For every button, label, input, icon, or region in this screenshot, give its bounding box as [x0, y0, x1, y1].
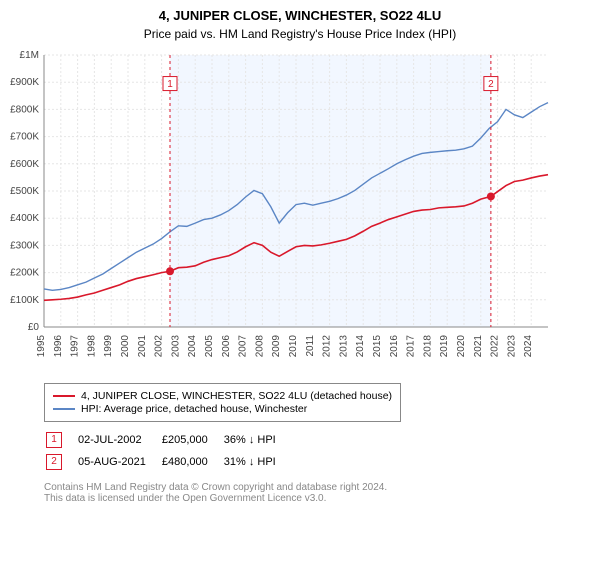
chart-container: £0 £100K £200K £300K £400K £500K £600K £700K £80…: [0, 47, 600, 377]
sale-date: 02-JUL-2002: [78, 430, 160, 450]
title-address: 4, JUNIPER CLOSE, WINCHESTER, SO22 4LU: [0, 8, 600, 23]
x-tick-label: 2022: [490, 335, 501, 358]
sale-date: 05-AUG-2021: [78, 452, 160, 472]
x-tick-label: 1997: [70, 335, 81, 358]
title-subtitle: Price paid vs. HM Land Registry's House …: [0, 27, 600, 41]
sale-num-cell: 1: [46, 430, 76, 450]
y-tick-label: £600K: [10, 159, 39, 170]
y-tick-label: £800K: [10, 104, 39, 115]
y-tick-label: £300K: [10, 240, 39, 251]
x-tick-label: 2009: [271, 335, 282, 358]
legend-swatch: [53, 408, 75, 410]
y-tick-label: £200K: [10, 268, 39, 279]
legend-label: HPI: Average price, detached house, Winc…: [81, 403, 307, 415]
x-tick-label: 2007: [238, 335, 249, 358]
x-tick-label: 2014: [355, 335, 366, 358]
x-tick-label: 2018: [422, 335, 433, 358]
x-tick-label: 2013: [338, 335, 349, 358]
y-tick-label: £0: [28, 322, 40, 333]
legend: 4, JUNIPER CLOSE, WINCHESTER, SO22 4LU (…: [44, 383, 401, 422]
x-tick-label: 2023: [506, 335, 517, 358]
sale-marker-num: 1: [167, 79, 173, 90]
x-tick-label: 2021: [473, 335, 484, 358]
sale-num-box: 2: [46, 454, 62, 470]
x-tick-label: 2008: [254, 335, 265, 358]
y-tick-label: £900K: [10, 77, 39, 88]
sale-pct: 31% ↓ HPI: [224, 452, 290, 472]
table-row: 2 05-AUG-2021£480,00031% ↓ HPI: [46, 452, 290, 472]
x-tick-label: 2010: [288, 335, 299, 358]
legend-swatch: [53, 395, 75, 397]
x-tick-label: 1998: [86, 335, 97, 358]
sale-num-cell: 2: [46, 452, 76, 472]
plot-band: [170, 55, 491, 327]
y-tick-label: £700K: [10, 132, 39, 143]
footer-attribution: Contains HM Land Registry data © Crown c…: [44, 482, 600, 504]
x-tick-label: 2012: [322, 335, 333, 358]
y-tick-label: £400K: [10, 213, 39, 224]
x-tick-label: 1999: [103, 335, 114, 358]
sale-price: £480,000: [162, 452, 222, 472]
sale-num-box: 1: [46, 432, 62, 448]
footer-line2: This data is licensed under the Open Gov…: [44, 493, 600, 504]
x-tick-label: 2019: [439, 335, 450, 358]
price-chart: £0 £100K £200K £300K £400K £500K £600K £700K £80…: [0, 47, 560, 377]
legend-row: 4, JUNIPER CLOSE, WINCHESTER, SO22 4LU (…: [53, 390, 392, 402]
sale-marker-dot: [166, 267, 174, 275]
footer-line1: Contains HM Land Registry data © Crown c…: [44, 482, 600, 493]
x-tick-label: 2004: [187, 335, 198, 358]
legend-label: 4, JUNIPER CLOSE, WINCHESTER, SO22 4LU (…: [81, 390, 392, 402]
sales-table: 1 02-JUL-2002£205,00036% ↓ HPI 2 05-AUG-202…: [44, 428, 292, 474]
sale-pct: 36% ↓ HPI: [224, 430, 290, 450]
x-tick-label: 1996: [53, 335, 64, 358]
x-tick-label: 2024: [523, 335, 534, 358]
x-tick-label: 2011: [305, 335, 316, 357]
x-tick-label: 2003: [170, 335, 181, 358]
x-tick-label: 2017: [406, 335, 417, 358]
sale-marker-dot: [487, 192, 495, 200]
x-tick-label: 2000: [120, 335, 131, 358]
x-tick-label: 2006: [221, 335, 232, 358]
x-tick-label: 1995: [36, 335, 47, 358]
sale-price: £205,000: [162, 430, 222, 450]
x-tick-label: 2016: [389, 335, 400, 358]
x-tick-label: 2015: [372, 335, 383, 358]
table-row: 1 02-JUL-2002£205,00036% ↓ HPI: [46, 430, 290, 450]
y-tick-label: £1M: [20, 50, 39, 61]
sale-marker-num: 2: [488, 79, 494, 90]
x-tick-label: 2020: [456, 335, 467, 358]
legend-row: HPI: Average price, detached house, Winc…: [53, 403, 392, 415]
y-tick-label: £500K: [10, 186, 39, 197]
x-tick-label: 2002: [154, 335, 165, 358]
y-tick-label: £100K: [10, 295, 39, 306]
x-tick-label: 2005: [204, 335, 215, 358]
x-tick-label: 2001: [137, 335, 148, 358]
